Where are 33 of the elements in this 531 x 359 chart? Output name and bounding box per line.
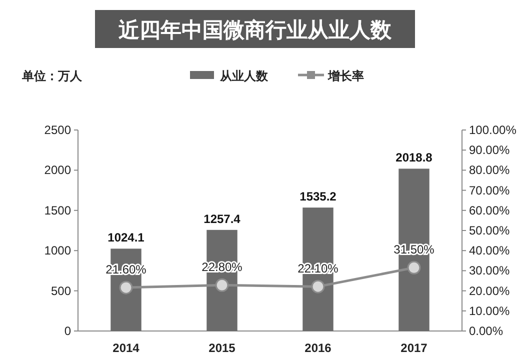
- y2-tick-label: 50.00%: [469, 224, 510, 238]
- y-tick-label: 1500: [44, 203, 72, 218]
- data-label: 1535.2: [300, 190, 337, 204]
- x-tick-label: 2014: [112, 341, 140, 355]
- y-tick-label: 500: [50, 284, 72, 298]
- text: 单位：万人: [21, 69, 83, 83]
- data-label: 1024.1: [108, 230, 145, 245]
- data-label: 2018.8: [396, 150, 433, 165]
- y2-tick-label: 100.00%: [469, 123, 517, 137]
- legend-label: 增长率: [327, 69, 364, 83]
- y2-tick-label: 60.00%: [469, 203, 510, 218]
- y2-tick-label: 10.00%: [469, 304, 510, 318]
- legend-label: 从业人数: [219, 69, 269, 83]
- y2-tick-label: 20.00%: [469, 284, 510, 298]
- y-tick-label: 1000: [44, 244, 72, 258]
- point: [311, 280, 325, 294]
- y2-tick-label: 40.00%: [469, 244, 510, 258]
- y2-tick-label: 0.00%: [469, 324, 504, 338]
- y2-tick-label: 80.00%: [469, 163, 510, 178]
- y-tick-label: 0: [64, 324, 72, 338]
- x-tick-label: 2017: [400, 341, 428, 355]
- point: [215, 278, 229, 292]
- point: [119, 280, 133, 294]
- point: [407, 260, 421, 274]
- chart-title: 近四年中国微商行业从业人数: [118, 18, 392, 42]
- y2-tick-label: 30.00%: [469, 264, 510, 278]
- x-tick-label: 2015: [208, 341, 236, 355]
- data-label: 1257.4: [204, 212, 241, 226]
- y-tick-label: 2500: [44, 123, 72, 137]
- y2-tick-label: 90.00%: [469, 143, 510, 158]
- y-tick-label: 2000: [44, 163, 72, 178]
- y2-tick-label: 70.00%: [469, 183, 510, 198]
- x-tick-label: 2016: [304, 341, 332, 355]
